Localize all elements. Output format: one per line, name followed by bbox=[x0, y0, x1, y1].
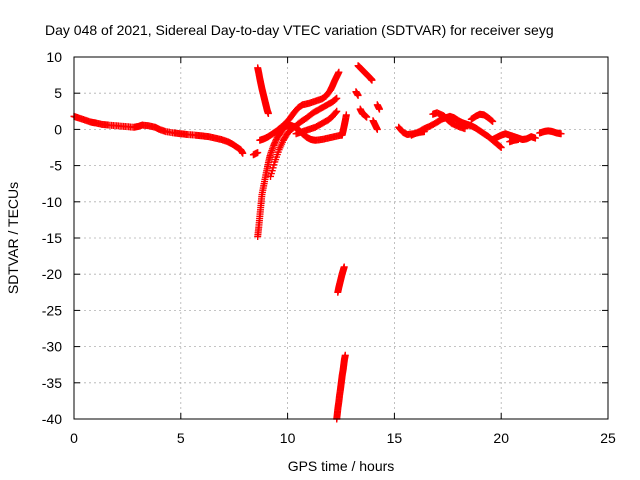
data-point bbox=[264, 109, 272, 117]
data-point bbox=[333, 107, 341, 115]
data-point bbox=[332, 108, 340, 116]
data-point bbox=[341, 351, 349, 359]
data-point bbox=[335, 68, 343, 76]
series-arc-2 bbox=[254, 64, 272, 117]
data-point bbox=[488, 117, 496, 125]
y-tick-label: -5 bbox=[50, 158, 63, 174]
series-arc-9 bbox=[333, 351, 349, 423]
series-arc-4 bbox=[256, 68, 343, 144]
series-arc-21 bbox=[506, 136, 522, 146]
x-tick-label: 10 bbox=[280, 430, 296, 446]
data-point bbox=[514, 136, 522, 144]
data-point bbox=[461, 125, 469, 133]
y-tick-label: -15 bbox=[42, 230, 62, 246]
series-arc-10 bbox=[338, 111, 350, 139]
data-point bbox=[531, 134, 539, 142]
series-arc-6 bbox=[292, 107, 341, 138]
series-arc-11 bbox=[354, 62, 376, 84]
data-point bbox=[368, 76, 376, 84]
y-tick-label: -20 bbox=[42, 266, 62, 282]
data-point bbox=[340, 263, 348, 271]
data-point bbox=[489, 117, 497, 125]
x-tick-label: 25 bbox=[600, 430, 616, 446]
x-axis-label: GPS time / hours bbox=[288, 458, 395, 474]
y-tick-label: -40 bbox=[42, 411, 62, 427]
y-axis-label: SDTVAR / TECUs bbox=[5, 182, 21, 294]
series-arc-17 bbox=[407, 112, 505, 151]
chart-title: Day 048 of 2021, Sidereal Day-to-day VTE… bbox=[45, 22, 554, 38]
data-point bbox=[557, 130, 565, 138]
x-tick-label: 5 bbox=[177, 430, 185, 446]
data-point bbox=[239, 149, 247, 157]
data-point bbox=[332, 95, 340, 103]
data-point bbox=[342, 111, 350, 119]
axis-ticks bbox=[73, 56, 609, 420]
data-point bbox=[354, 91, 362, 99]
data-point bbox=[496, 143, 504, 151]
grid bbox=[74, 57, 608, 419]
y-tick-labels: 10 5 0 -5 -10 -15 -20 -25 -30 -35 -40 bbox=[42, 49, 62, 427]
series-arc-7 bbox=[249, 149, 262, 159]
data-point bbox=[375, 105, 383, 113]
y-tick-label: -30 bbox=[42, 339, 62, 355]
series-arc-8 bbox=[334, 263, 348, 296]
y-tick-label: -35 bbox=[42, 375, 62, 391]
series-arc-1 bbox=[70, 112, 247, 157]
y-tick-label: 0 bbox=[54, 121, 62, 137]
y-tick-label: -25 bbox=[42, 302, 62, 318]
x-tick-label: 0 bbox=[70, 430, 78, 446]
y-tick-label: -10 bbox=[42, 194, 62, 210]
series-arc-13 bbox=[356, 105, 371, 121]
data-point bbox=[254, 149, 262, 157]
series-arc-15 bbox=[373, 101, 383, 113]
x-tick-label: 15 bbox=[387, 430, 403, 446]
data-point bbox=[497, 144, 505, 151]
y-tick-label: 5 bbox=[54, 85, 62, 101]
series-arc-5 bbox=[267, 94, 341, 180]
series-arc-14 bbox=[369, 117, 381, 133]
data-point bbox=[363, 113, 371, 121]
series-arc-12 bbox=[352, 88, 362, 99]
series-arc-19 bbox=[467, 110, 497, 125]
data-point bbox=[373, 125, 381, 133]
y-tick-label: 10 bbox=[46, 49, 62, 65]
series-arc-18 bbox=[429, 109, 469, 133]
series-arc-22 bbox=[536, 127, 565, 138]
data-point bbox=[333, 94, 341, 102]
data-points bbox=[70, 62, 565, 423]
x-tick-labels: 0 5 10 15 20 25 bbox=[70, 430, 616, 446]
x-tick-label: 20 bbox=[493, 430, 509, 446]
